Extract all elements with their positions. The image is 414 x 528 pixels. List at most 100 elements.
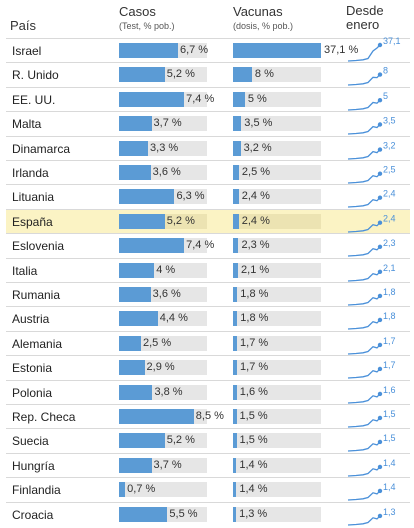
sparkline-end-label: 1,5 [383, 433, 396, 443]
vaccines-bar [233, 165, 239, 180]
cases-bar-track: 5,2 % [119, 213, 207, 229]
cases-value: 6,3 % [176, 190, 205, 203]
sparkline-end-label: 5 [383, 91, 388, 101]
since-january-sparkline: 2,1 [347, 262, 396, 282]
sparkline-path [347, 197, 381, 209]
table-row: España 5,2 % 2,4 % 2,4 [6, 208, 410, 234]
cases-bar [119, 482, 126, 498]
sparkline-end-dot [377, 42, 383, 48]
cases-value: 6,7 % [179, 44, 209, 56]
since-january-sparkline: 8 [347, 66, 388, 87]
cases-bar-track: 6,3 % [119, 189, 207, 205]
cases-bar-track: 4,4 % [119, 311, 207, 327]
vaccines-bar [233, 335, 238, 351]
cases-value: 5,2 % [166, 434, 195, 447]
country-name: Croacia [12, 507, 54, 522]
sparkline-path [347, 246, 381, 257]
sparkline-end-label: 2,5 [383, 165, 396, 175]
cases-bar-track: 3,7 % [119, 116, 207, 132]
sparkline-path [347, 417, 381, 428]
sparkline-path [347, 295, 381, 306]
country-name: Rep. Checa [12, 410, 76, 424]
sparkline-end-dot [377, 72, 383, 78]
vaccines-bar [233, 140, 241, 156]
cases-bar-track: 3,6 % [119, 287, 207, 302]
cases-bar [119, 238, 185, 254]
sparkline-path [347, 222, 381, 233]
cases-value: 0,7 % [127, 483, 156, 496]
cases-bar [119, 91, 185, 107]
sparkline-path [347, 99, 381, 111]
cases-bar-track: 3,8 % [119, 384, 207, 400]
country-name: Rumania [12, 288, 61, 302]
country-column-header: País [10, 18, 37, 33]
country-name: R. Unido [12, 68, 59, 83]
cases-bar [119, 287, 151, 302]
vaccines-bar-track: 1,5 % [233, 433, 321, 449]
sparkline-path [347, 466, 381, 477]
since-january-sparkline: 1,7 [347, 360, 396, 379]
table-row: Alemania 2,5 % 1,7 % 1,7 [6, 330, 410, 355]
vaccines-bar-track: 1,8 % [233, 287, 321, 302]
since-january-sparkline: 1,4 [347, 458, 396, 477]
sparkline-end-label: 2,3 [383, 238, 396, 248]
vaccines-bar [233, 91, 245, 107]
table-row: Austria 4,4 % 1,8 % 1,8 [6, 306, 410, 331]
sparkline-path [347, 319, 381, 331]
since-january-sparkline: 1,5 [347, 433, 396, 453]
sparkline-end-dot [377, 513, 383, 518]
table-row: Finlandia 0,7 % 1,4 % 1,4 [6, 477, 410, 501]
vaccines-bar [233, 506, 237, 522]
cases-value: 8,5 % [195, 410, 224, 422]
vaccines-bar [233, 67, 252, 83]
cases-bar-track: 6,7 % [119, 43, 209, 58]
sparkline-end-label: 1,5 [383, 409, 396, 419]
cases-value: 5,2 % [166, 214, 195, 227]
sparkline-end-dot [377, 464, 383, 469]
cases-value: 5,2 % [166, 68, 195, 81]
cases-bar-track: 0,7 % [119, 482, 207, 498]
cases-bar [119, 140, 149, 156]
sparkline-path [347, 368, 381, 379]
sparkline-end-dot [377, 366, 383, 372]
country-name: Irlanda [12, 166, 49, 180]
vaccines-value: 37,1 % [324, 44, 359, 56]
vaccines-bar-track: 2,4 % [233, 189, 321, 205]
sparkline-end-dot [377, 97, 383, 103]
vaccines-bar-track: 1,4 % [233, 457, 321, 473]
country-name: Israel [12, 44, 42, 58]
cases-bar-track: 7,4 % [119, 238, 214, 254]
cases-value: 3,6 % [152, 288, 181, 300]
table-row: Dinamarca 3,3 % 3,2 % 3,2 [6, 135, 410, 160]
sparkline-path [347, 124, 381, 135]
vaccines-value: 1,5 % [239, 410, 268, 422]
sparkline-end-dot [377, 195, 383, 201]
vaccines-bar-track: 2,5 % [233, 165, 321, 180]
sparkline-end-dot [377, 440, 383, 445]
vaccines-bar-track: 1,8 % [233, 311, 321, 327]
since-january-sparkline: 1,4 [347, 482, 396, 501]
table-row: EE. UU. 7,4 % 5 % 5 [6, 86, 410, 111]
cases-bar-track: 8,5 % [119, 409, 224, 424]
country-name: Finlandia [12, 483, 61, 498]
sparkline-end-dot [377, 488, 383, 494]
vaccines-bar-track: 1,6 % [233, 384, 321, 400]
vaccines-bar-track: 37,1 % [233, 43, 358, 58]
sparkline-end-label: 1,8 [383, 311, 396, 321]
sparkline-end-label: 37,1 [383, 36, 401, 46]
cases-bar-track: 7,4 % [119, 91, 214, 107]
sparkline-end-dot [377, 122, 383, 127]
sparkline-end-dot [377, 220, 383, 225]
cases-bar [119, 213, 165, 229]
sparkline-end-label: 8 [383, 66, 388, 76]
since-header-line1: Desde [346, 3, 384, 18]
sparkline-path [347, 173, 381, 184]
cases-bar-track: 3,6 % [119, 165, 207, 180]
country-name: Polonia [12, 385, 53, 400]
since-january-sparkline: 1,7 [347, 336, 396, 355]
vaccines-value: 2,3 % [241, 239, 270, 252]
sparkline-end-label: 2,4 [383, 189, 396, 199]
cases-bar-track: 5,2 % [119, 67, 207, 83]
vaccines-bar [233, 311, 238, 327]
cases-value: 3,6 % [152, 166, 181, 178]
